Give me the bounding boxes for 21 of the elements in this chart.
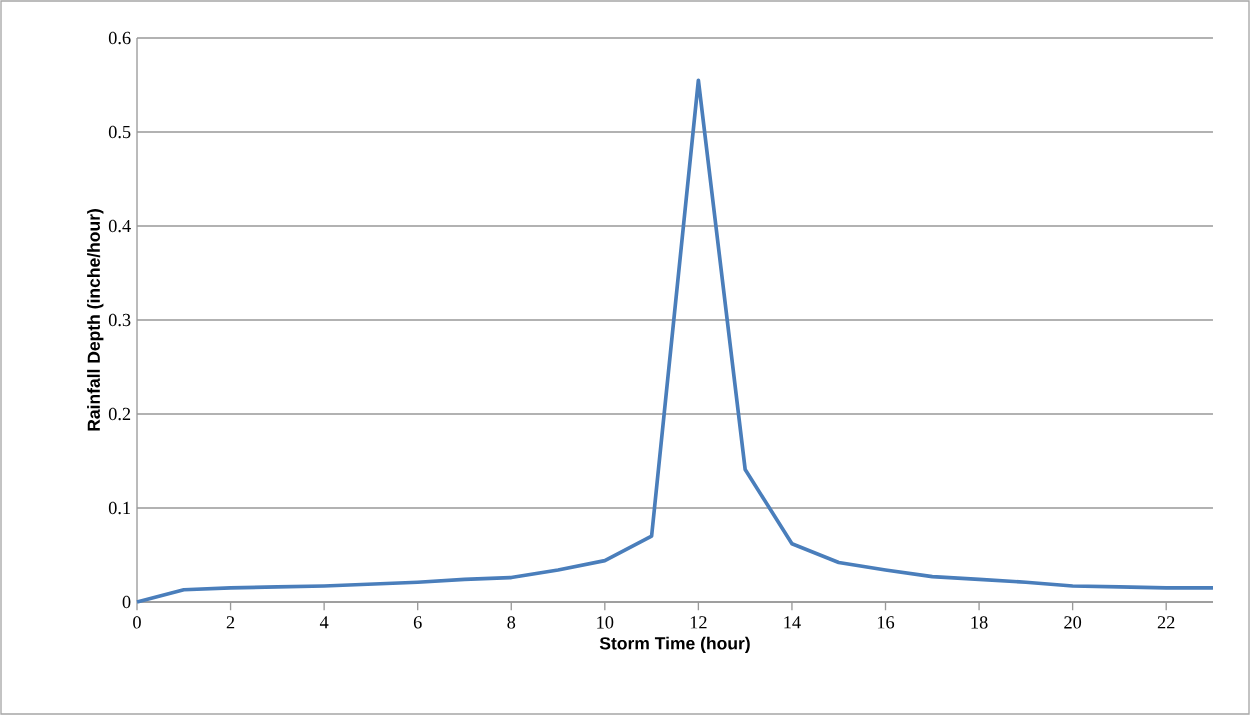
y-tick-label: 0 — [122, 595, 131, 609]
y-tick-label: 0.6 — [108, 31, 131, 45]
y-tick-label: 0.1 — [108, 501, 130, 515]
x-tick-label: 20 — [1064, 616, 1082, 629]
y-axis-title: Rainfall Depth (inche/hour) — [87, 209, 104, 431]
x-tick-label: 14 — [784, 616, 801, 629]
x-axis-title: Storm Time (hour) — [599, 636, 750, 653]
y-tick-label: 0.2 — [108, 407, 131, 421]
x-tick-label: 6 — [413, 616, 422, 629]
x-tick-label: 12 — [690, 616, 707, 629]
y-tick-label: 0.5 — [108, 125, 131, 139]
x-tick-label: 18 — [971, 616, 988, 629]
x-tick-label: 22 — [1157, 616, 1175, 629]
x-tick-label: 0 — [133, 616, 141, 629]
x-tick-label: 4 — [319, 616, 329, 629]
x-tick-label: 10 — [597, 616, 614, 629]
y-tick-label: 0.4 — [108, 219, 131, 233]
x-tick-label: 2 — [226, 616, 235, 629]
x-tick-label: 8 — [507, 616, 516, 629]
y-tick-label: 0.3 — [108, 313, 131, 327]
x-tick-label: 16 — [877, 616, 895, 629]
